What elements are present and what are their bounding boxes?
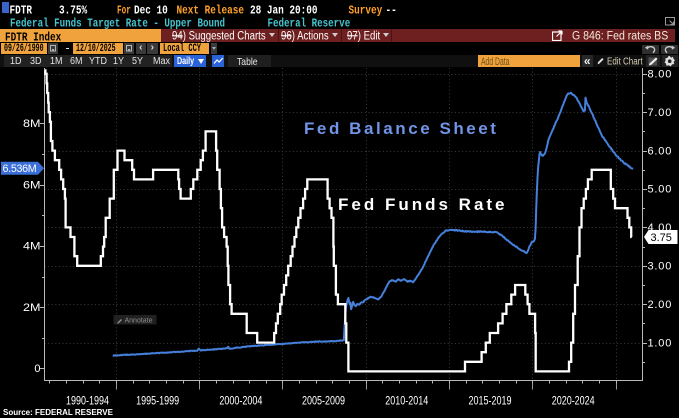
svg-text:1990-1994: 1990-1994	[66, 394, 109, 408]
svg-text:Fed Balance Sheet: Fed Balance Sheet	[304, 119, 499, 138]
svg-text:6.00: 6.00	[648, 145, 673, 157]
svg-text:2M: 2M	[23, 302, 41, 314]
svg-text:2010-2014: 2010-2014	[385, 394, 428, 408]
svg-text:8M: 8M	[23, 118, 41, 130]
svg-text:8.00: 8.00	[648, 69, 673, 81]
svg-text:1.00: 1.00	[648, 337, 673, 349]
svg-text:1995-1999: 1995-1999	[136, 394, 179, 408]
svg-text:3.75: 3.75	[651, 232, 672, 244]
svg-text:7.00: 7.00	[648, 107, 673, 119]
svg-text:0: 0	[34, 363, 40, 375]
svg-text:2000-2004: 2000-2004	[219, 394, 262, 408]
svg-text:3.00: 3.00	[648, 261, 673, 273]
svg-text:2005-2009: 2005-2009	[302, 394, 345, 408]
svg-text:2.00: 2.00	[648, 299, 673, 311]
svg-text:2015-2019: 2015-2019	[469, 394, 512, 408]
svg-text:6.536M: 6.536M	[3, 163, 37, 175]
svg-text:2020-2024: 2020-2024	[552, 394, 595, 408]
svg-text:Fed Funds Rate: Fed Funds Rate	[338, 195, 508, 214]
svg-text:6M: 6M	[23, 179, 41, 191]
svg-text:Annotate: Annotate	[125, 318, 153, 325]
svg-text:5.00: 5.00	[648, 184, 673, 196]
svg-text:4M: 4M	[23, 241, 41, 253]
